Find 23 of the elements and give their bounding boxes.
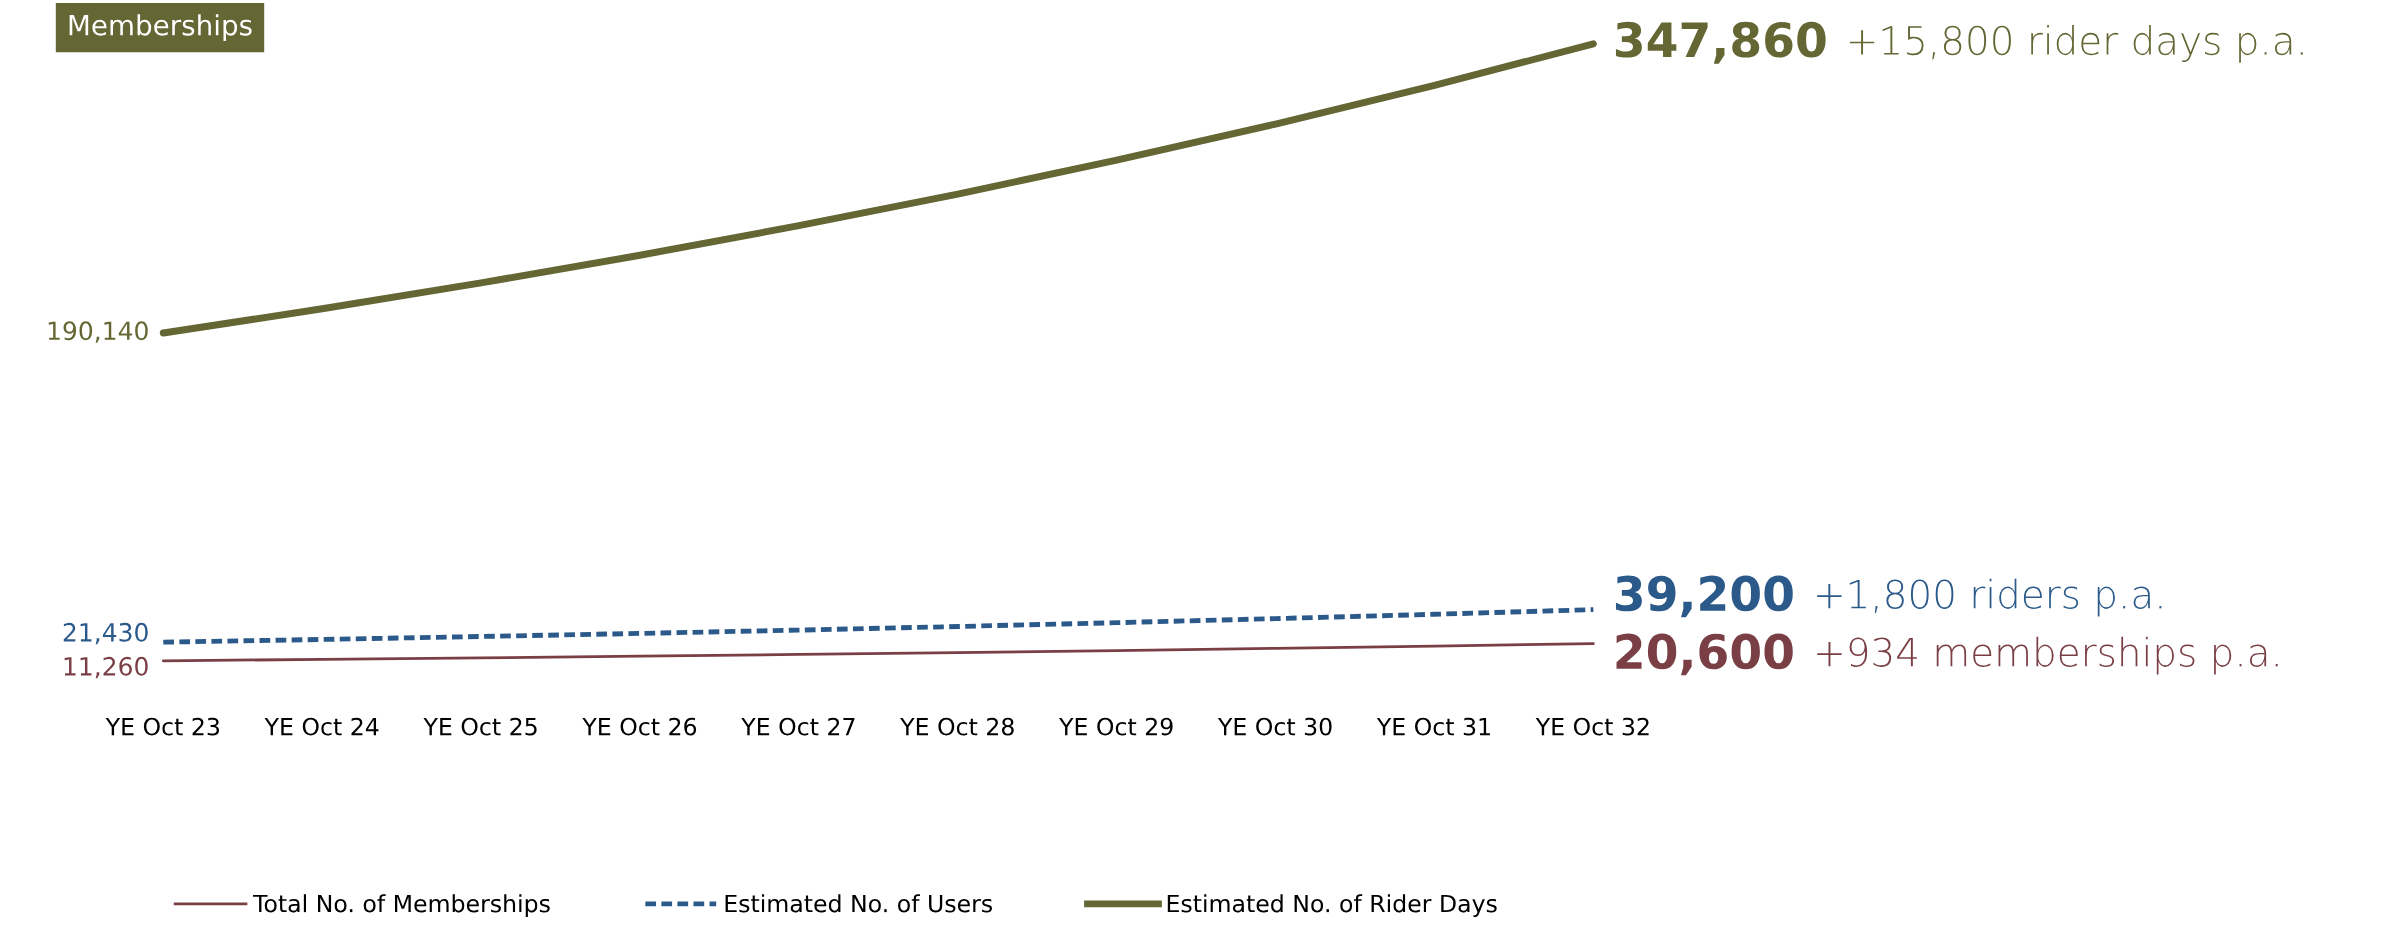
x-tick-label: YE Oct 31 [1376,717,1490,736]
x-tick-label: YE Oct 28 [900,717,1014,736]
text: +1,800 riders p.a. [1817,578,2162,617]
text: +934 memberships p.a. [1817,636,2278,675]
x-tick-label: YE Oct 26 [582,717,697,736]
annotation: 21,430 [63,622,148,645]
legend-label: Total No. of Memberships [252,894,550,918]
annotation: 347,860 [1615,21,1826,64]
annotation: 39,200 [1615,575,1793,618]
x-tick-label: YE Oct 25 [423,717,537,736]
annotation: 190,140 [48,321,148,343]
x-tick-label: YE Oct 27 [741,717,855,736]
x-tick-label: YE Oct 32 [1535,717,1649,736]
text: +15,800 rider days p.a. [1849,25,2303,63]
x-tick-label: YE Oct 30 [1217,717,1332,736]
legend-label: Estimated No. of Users [725,894,992,913]
x-tick-label: YE Oct 23 [105,717,220,736]
legend-label: Estimated No. of Rider Days [1167,894,1497,918]
x-tick-label: YE Oct 29 [1059,717,1173,736]
x-tick-label: YE Oct 24 [264,717,379,736]
annotation: 11,260 [64,656,148,679]
chart-title: Memberships [69,14,252,42]
annotation: 20,600 [1616,633,1793,676]
